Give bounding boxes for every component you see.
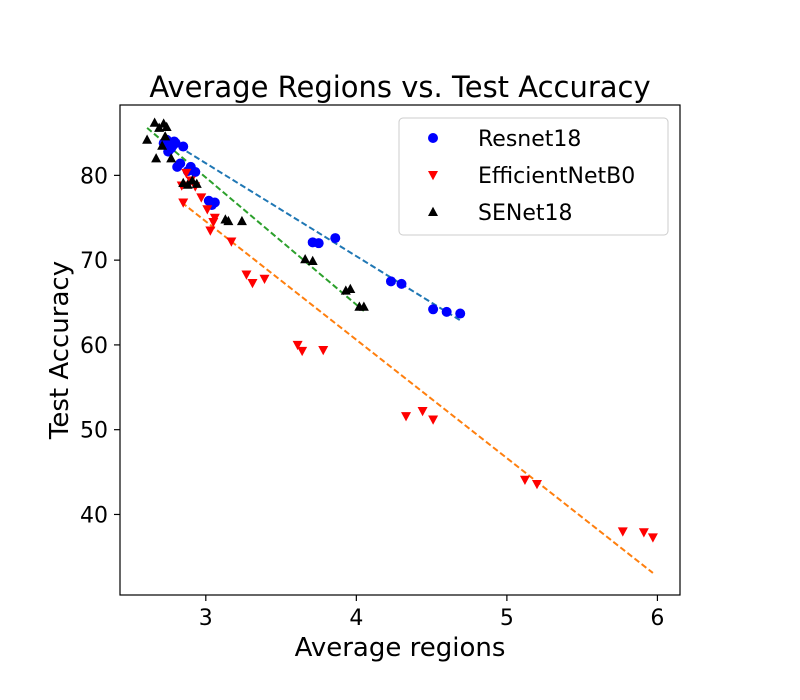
data-point <box>401 412 412 422</box>
data-point <box>166 153 177 163</box>
data-point <box>202 205 213 215</box>
data-point <box>292 340 303 351</box>
data-point <box>241 270 252 280</box>
data-point <box>417 407 428 417</box>
chart-title: Average Regions vs. Test Accuracy <box>149 70 650 104</box>
data-point <box>647 533 658 543</box>
legend-label: SENet18 <box>478 201 572 226</box>
trendline-senet18 <box>146 127 365 312</box>
y-tick-label: 60 <box>80 334 108 359</box>
legend-label: Resnet18 <box>478 127 581 152</box>
legend-box <box>398 117 669 236</box>
data-point <box>205 226 216 236</box>
legend-marker-resnet18 <box>428 133 438 143</box>
x-tick-label: 5 <box>500 606 514 631</box>
data-point <box>300 254 311 264</box>
data-point <box>191 178 202 188</box>
series-senet18 <box>142 117 369 311</box>
data-point <box>157 140 168 150</box>
legend-label: EfficientNetB0 <box>478 164 635 189</box>
y-tick-label: 70 <box>80 249 108 274</box>
x-tick-label: 6 <box>650 606 664 631</box>
data-point <box>441 306 452 317</box>
data-point <box>318 346 329 356</box>
data-point <box>151 153 162 163</box>
trendline-layer <box>146 127 654 574</box>
data-point <box>455 308 466 319</box>
data-point <box>297 346 308 357</box>
data-point <box>181 168 192 179</box>
data-point <box>223 215 234 226</box>
x-axis-label: Average regions <box>295 633 506 663</box>
series-efficientnetb0 <box>176 168 658 543</box>
data-point <box>396 278 407 289</box>
data-point <box>149 117 160 127</box>
series-resnet18 <box>158 134 466 319</box>
data-point <box>259 274 270 285</box>
data-point <box>638 528 649 538</box>
data-point <box>160 131 171 141</box>
data-point <box>428 415 439 425</box>
plot-area-frame <box>119 104 681 596</box>
data-point <box>209 197 220 208</box>
data-point <box>307 255 318 265</box>
data-point <box>190 166 201 177</box>
data-point <box>247 279 258 289</box>
y-tick-label: 50 <box>80 419 108 444</box>
x-axis: 3 4 5 6 <box>199 595 664 631</box>
x-tick-label: 4 <box>349 606 363 631</box>
data-point <box>196 193 207 203</box>
data-point <box>519 475 530 485</box>
data-point <box>236 215 247 226</box>
data-point <box>358 301 369 311</box>
legend-entries: Resnet18 EfficientNetB0 SENet18 <box>428 127 635 226</box>
data-point <box>617 527 628 537</box>
legend-marker-senet18 <box>428 206 438 216</box>
data-point <box>226 237 237 247</box>
data-point <box>209 213 220 224</box>
data-point <box>345 283 356 293</box>
marker-layer <box>142 117 658 543</box>
data-point <box>330 233 341 244</box>
legend-marker-efficientnetb0 <box>428 171 438 181</box>
data-point <box>178 198 189 208</box>
data-point <box>170 138 181 149</box>
data-point <box>531 479 542 490</box>
data-point <box>187 175 198 185</box>
trendline-resnet18 <box>163 136 461 322</box>
data-point <box>161 121 172 132</box>
x-tick-label: 3 <box>199 606 213 631</box>
y-axis-label: Test Accuracy <box>45 261 75 440</box>
y-tick-label: 40 <box>80 503 108 528</box>
data-point <box>178 141 189 152</box>
trendline-efficientnetb0 <box>181 201 654 574</box>
data-point <box>385 276 396 287</box>
y-tick-label: 80 <box>80 164 108 189</box>
data-point <box>175 158 186 169</box>
y-axis: 40 50 60 70 80 <box>80 164 120 528</box>
data-point <box>313 238 324 249</box>
data-point <box>428 304 439 315</box>
legend: Resnet18 EfficientNetB0 SENet18 <box>398 117 669 236</box>
data-point <box>142 134 153 144</box>
